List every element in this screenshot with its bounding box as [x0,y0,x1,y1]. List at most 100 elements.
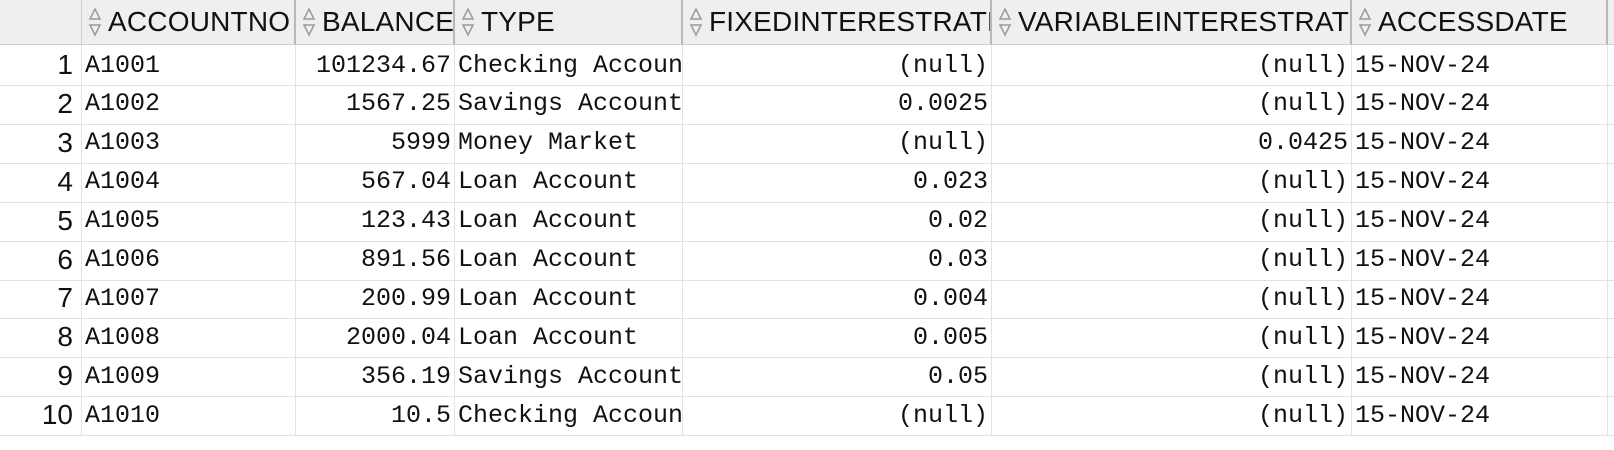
table-row[interactable]: 7 A1007 200.99 Loan Account 0.004 (null) 15-NO… [0,278,1614,320]
cell-type[interactable]: Savings Account [455,83,683,124]
sort-icon[interactable] [88,7,102,37]
table-row[interactable]: 10 A1010 10.5 Checking Account (null) (null) 1… [0,395,1614,437]
row-number[interactable]: 10 [0,395,82,436]
cell-fixedinterestrate[interactable]: 0.0025 [683,83,992,124]
cell-type[interactable]: Checking Account [455,45,683,85]
cell-balance[interactable]: 2000.04 [296,317,455,358]
column-header-type[interactable]: TYPE [455,0,683,44]
cell-variableinterestrate[interactable]: 0.0425 [992,122,1352,163]
cell-variableinterestrate[interactable]: (null) [992,161,1352,202]
sort-icon[interactable] [998,7,1012,37]
cell-balance[interactable]: 200.99 [296,278,455,319]
cell-type[interactable]: Checking Account [455,395,683,436]
cell-balance[interactable]: 10.5 [296,395,455,436]
cell-fixedinterestrate[interactable]: 0.023 [683,161,992,202]
cell-fixedinterestrate[interactable]: 0.02 [683,200,992,241]
cell-accountno[interactable]: A1009 [82,356,296,397]
table-row[interactable]: 6 A1006 891.56 Loan Account 0.03 (null) 15-NOV… [0,239,1614,281]
cell-accountno[interactable]: A1003 [82,122,296,163]
cell-fixedinterestrate[interactable]: 0.005 [683,317,992,358]
cell-fixedinterestrate[interactable]: 0.05 [683,356,992,397]
cell-variableinterestrate[interactable]: (null) [992,356,1352,397]
cell-accessdate[interactable]: 15-NOV-24 [1352,161,1608,202]
cell-variableinterestrate[interactable]: (null) [992,45,1352,85]
cell-accountno[interactable]: A1006 [82,239,296,280]
cell-type[interactable]: Loan Account [455,278,683,319]
table-row[interactable]: 4 A1004 567.04 Loan Account 0.023 (null) 15-NO… [0,161,1614,203]
cell-type[interactable]: Loan Account [455,200,683,241]
cell-type[interactable]: Loan Account [455,317,683,358]
cell-accessdate[interactable]: 15-NOV-24 [1352,278,1608,319]
cell-accessdate[interactable]: 15-NOV-24 [1352,83,1608,124]
cell-variableinterestrate[interactable]: (null) [992,239,1352,280]
cell-accessdate[interactable]: 15-NOV-24 [1352,317,1608,358]
row-number-header [0,0,82,44]
column-header-label: VARIABLEINTERESTRATE [1018,6,1352,37]
cell-variableinterestrate[interactable]: (null) [992,317,1352,358]
cell-type[interactable]: Loan Account [455,239,683,280]
cell-accountno[interactable]: A1004 [82,161,296,202]
cell-fixedinterestrate[interactable]: (null) [683,122,992,163]
cell-fixedinterestrate[interactable]: 0.03 [683,239,992,280]
cell-balance[interactable]: 5999 [296,122,455,163]
cell-variableinterestrate[interactable]: (null) [992,200,1352,241]
cell-fixedinterestrate[interactable]: (null) [683,395,992,436]
cell-balance[interactable]: 1567.25 [296,83,455,124]
cell-balance[interactable]: 891.56 [296,239,455,280]
cell-balance[interactable]: 356.19 [296,356,455,397]
cell-fixedinterestrate[interactable]: (null) [683,45,992,85]
cell-balance[interactable]: 101234.67 [296,45,455,85]
cell-accountno[interactable]: A1008 [82,317,296,358]
column-header-balance[interactable]: BALANCE [296,0,455,44]
cell-accountno[interactable]: A1010 [82,395,296,436]
cell-accessdate[interactable]: 15-NOV-24 [1352,200,1608,241]
sort-icon[interactable] [302,7,316,37]
cell-variableinterestrate[interactable]: (null) [992,278,1352,319]
column-header-fixedinterestrate[interactable]: FIXEDINTERESTRATE [683,0,992,44]
column-header-row: ACCOUNTNO BALANCE TYPE [0,0,1614,45]
cell-accessdate[interactable]: 15-NOV-24 [1352,122,1608,163]
cell-type[interactable]: Money Market [455,122,683,163]
cell-accessdate[interactable]: 15-NOV-24 [1352,395,1608,436]
column-header-variableinterestrate[interactable]: VARIABLEINTERESTRATE [992,0,1352,44]
row-number[interactable]: 2 [0,83,82,124]
column-header-label: TYPE [481,6,555,37]
sort-icon[interactable] [461,7,475,37]
row-number[interactable]: 1 [0,45,82,85]
sort-icon[interactable] [1358,7,1372,37]
row-number[interactable]: 4 [0,161,82,202]
cell-variableinterestrate[interactable]: (null) [992,395,1352,436]
cell-type[interactable]: Loan Account [455,161,683,202]
cell-variableinterestrate[interactable]: (null) [992,83,1352,124]
cell-accountno[interactable]: A1002 [82,83,296,124]
cell-accessdate[interactable]: 15-NOV-24 [1352,356,1608,397]
cell-balance[interactable]: 567.04 [296,161,455,202]
row-number[interactable]: 8 [0,317,82,358]
cell-accessdate[interactable]: 15-NOV-24 [1352,45,1608,85]
cell-accessdate[interactable]: 15-NOV-24 [1352,239,1608,280]
row-number[interactable]: 5 [0,200,82,241]
column-header-label: ACCESSDATE [1378,6,1568,37]
table-row[interactable]: 9 A1009 356.19 Savings Account 0.05 (null) 15-… [0,356,1614,398]
table-row[interactable]: 8 A1008 2000.04 Loan Account 0.005 (null) 15-N… [0,317,1614,359]
column-header-label: FIXEDINTERESTRATE [709,6,992,37]
row-number[interactable]: 9 [0,356,82,397]
row-number[interactable]: 6 [0,239,82,280]
cell-balance[interactable]: 123.43 [296,200,455,241]
table-row[interactable]: 3 A1003 5999 Money Market (null) 0.0425 15-NOV… [0,122,1614,164]
cell-accountno[interactable]: A1001 [82,45,296,85]
row-number[interactable]: 3 [0,122,82,163]
sort-icon[interactable] [689,7,703,37]
cell-accountno[interactable]: A1007 [82,278,296,319]
row-number[interactable]: 7 [0,278,82,319]
table-row[interactable]: 1 A1001 101234.67 Checking Account (null) (nu… [0,45,1614,86]
cell-type[interactable]: Savings Account [455,356,683,397]
table-row[interactable]: 5 A1005 123.43 Loan Account 0.02 (null) 15-NOV… [0,200,1614,242]
column-header-accountno[interactable]: ACCOUNTNO [82,0,296,44]
cell-accountno[interactable]: A1005 [82,200,296,241]
column-header-accessdate[interactable]: ACCESSDATE [1352,0,1608,44]
cell-fixedinterestrate[interactable]: 0.004 [683,278,992,319]
column-header-label: ACCOUNTNO [108,6,291,37]
table-row[interactable]: 2 A1002 1567.25 Savings Account 0.0025 (null)… [0,83,1614,125]
